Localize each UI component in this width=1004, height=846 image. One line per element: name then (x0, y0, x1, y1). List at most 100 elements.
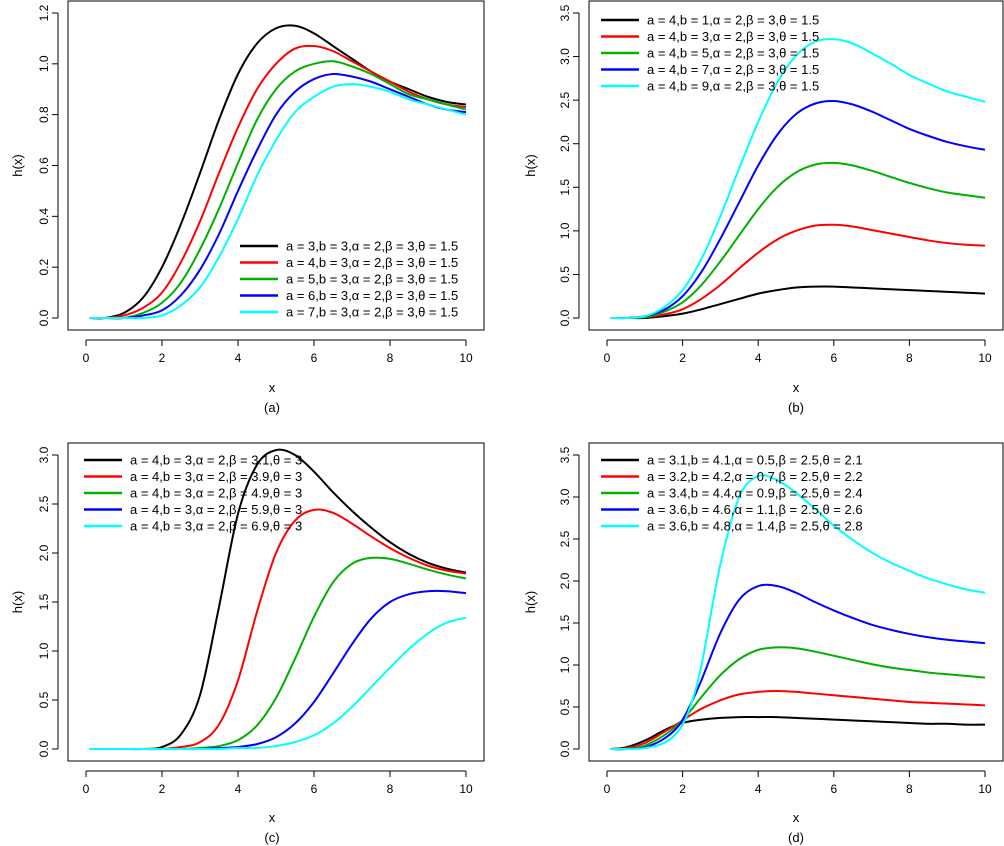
series-line-2 (89, 44, 467, 320)
legend-label: a = 3.2,b = 4.2,α = 0.7,β = 2.5,θ = 2.2 (647, 469, 863, 484)
legend-label: a = 6,b = 3,α = 2,β = 3,θ = 1.5 (286, 288, 458, 303)
legend-label: a = 4,b = 3,α = 2,β = 5.9,θ = 3 (130, 502, 302, 517)
series-line-2 (610, 223, 986, 320)
y-tick-label: 1.0 (37, 642, 51, 659)
series-line-1 (89, 24, 467, 320)
series-line-4 (89, 72, 467, 320)
y-tick-label: 0.4 (37, 208, 51, 225)
x-tick-label: 10 (459, 782, 473, 796)
series-line-5 (610, 38, 986, 320)
legend-label: a = 5,b = 3,α = 2,β = 3,θ = 1.5 (286, 272, 458, 287)
y-tick-label: 0.5 (37, 691, 51, 708)
panel-b: 0 2 4 6 8 10 0.0 0.5 1.0 1.5 2.0 2.5 3.0 3.5 x h(x) (b) a… (523, 0, 1004, 415)
panel-label: (c) (264, 830, 279, 845)
series-line-3 (610, 646, 986, 751)
panel-a: 0 2 4 6 8 10 0.0 0.2 0.4 0.6 0.8 1.0 1.2 x h(x) (a) a = … (10, 0, 485, 415)
y-tick-label: 3.0 (558, 48, 572, 65)
x-tick-label: 2 (159, 351, 166, 365)
series-line-4 (610, 99, 986, 320)
x-tick-label: 0 (604, 782, 611, 796)
y-tick-label: 2.0 (37, 544, 51, 561)
x-tick-label: 4 (755, 782, 762, 796)
series-line-1 (610, 285, 986, 320)
x-tick-label: 2 (679, 351, 686, 365)
series-line-5 (89, 83, 467, 320)
plot-frame (67, 442, 485, 762)
y-tick-label: 0.6 (37, 157, 51, 174)
legend-label: a = 3,b = 3,α = 2,β = 3,θ = 1.5 (286, 239, 458, 254)
legend-label: a = 3.1,b = 4.1,α = 0.5,β = 2.5,θ = 2.1 (647, 453, 863, 468)
y-tick-label: 1.0 (558, 222, 572, 239)
x-tick-label: 8 (387, 782, 394, 796)
y-tick-label: 2.5 (558, 91, 572, 108)
y-tick-label: 0.0 (37, 740, 51, 757)
y-tick-label: 0.8 (37, 106, 51, 123)
y-tick-label: 1.0 (37, 55, 51, 72)
y-tick-label: 1.5 (37, 593, 51, 610)
series-line-4 (89, 589, 467, 751)
y-tick-label: 0.2 (37, 259, 51, 276)
series-line-3 (89, 60, 467, 320)
x-axis-title: x (269, 380, 276, 395)
x-tick-label: 10 (459, 351, 473, 365)
x-axis-title: x (793, 380, 800, 395)
x-tick-label: 0 (83, 782, 90, 796)
legend-label: a = 4,b = 1,α = 2,β = 3,θ = 1.5 (647, 13, 819, 28)
legend-label: a = 4,b = 3,α = 2,β = 6.9,θ = 3 (130, 519, 302, 534)
y-tick-label: 3.5 (558, 446, 572, 463)
legend-label: a = 4,b = 3,α = 2,β = 3,θ = 1.5 (286, 255, 458, 270)
series-line-2 (610, 690, 986, 750)
y-tick-label: 1.0 (558, 656, 572, 673)
legend-label: a = 4,b = 5,α = 2,β = 3,θ = 1.5 (647, 46, 819, 61)
series-line-4 (610, 583, 986, 751)
legend: a = 4,b = 3,α = 2,β = 3.1,θ = 3a = 4,b =… (84, 453, 302, 534)
y-tick-label: 0.5 (558, 698, 572, 715)
legend-label: a = 4,b = 3,α = 2,β = 3,θ = 1.5 (647, 29, 819, 44)
series-line-2 (89, 508, 467, 751)
y-tick-label: 0.0 (558, 740, 572, 757)
y-tick-label: 1.5 (558, 179, 572, 196)
x-tick-label: 8 (906, 351, 913, 365)
y-tick-label: 3.5 (558, 4, 572, 21)
legend-label: a = 4,b = 3,α = 2,β = 4.9,θ = 3 (130, 486, 302, 501)
legend-label: a = 4,b = 9,α = 2,β = 3,θ = 1.5 (647, 79, 819, 94)
y-tick-label: 3.0 (558, 488, 572, 505)
x-tick-label: 4 (755, 351, 762, 365)
x-tick-label: 6 (311, 782, 318, 796)
x-tick-label: 6 (830, 351, 837, 365)
legend-label: a = 4,b = 3,α = 2,β = 3.1,θ = 3 (130, 453, 302, 468)
y-tick-label: 0.0 (37, 309, 51, 326)
series-line-3 (89, 556, 467, 751)
x-tick-label: 2 (679, 782, 686, 796)
y-tick-label: 1.5 (558, 614, 572, 631)
legend-label: a = 4,b = 7,α = 2,β = 3,θ = 1.5 (647, 62, 819, 77)
y-axis-title: h(x) (10, 154, 25, 176)
panel-label: (a) (264, 400, 280, 415)
y-axis-title: h(x) (523, 591, 538, 613)
legend: a = 3,b = 3,α = 2,β = 3,θ = 1.5a = 4,b =… (240, 239, 458, 320)
legend-label: a = 3.6,b = 4.6,α = 1.1,β = 2.5,θ = 2.6 (647, 502, 863, 517)
plot-frame (588, 0, 1004, 331)
x-tick-label: 4 (235, 351, 242, 365)
x-axis-title: x (269, 810, 276, 825)
x-tick-label: 0 (83, 351, 90, 365)
plot-frame (588, 442, 1004, 762)
panel-label: (b) (788, 400, 804, 415)
y-tick-label: 2.5 (37, 495, 51, 512)
x-tick-label: 8 (387, 351, 394, 365)
x-tick-label: 10 (978, 351, 992, 365)
legend-label: a = 3.4,b = 4.4,α = 0.9,β = 2.5,θ = 2.4 (647, 486, 863, 501)
legend: a = 3.1,b = 4.1,α = 0.5,β = 2.5,θ = 2.1a… (601, 453, 863, 534)
x-tick-label: 6 (830, 782, 837, 796)
y-tick-label: 2.5 (558, 530, 572, 547)
series-line-3 (610, 161, 986, 320)
legend: a = 4,b = 1,α = 2,β = 3,θ = 1.5a = 4,b =… (601, 13, 819, 94)
y-tick-label: 0.0 (558, 309, 572, 326)
x-tick-label: 8 (906, 782, 913, 796)
panel-c: 0 2 4 6 8 10 0.0 0.5 1.0 1.5 2.0 2.5 3.0 x h(x) (c) a = … (10, 442, 485, 845)
x-tick-label: 10 (978, 782, 992, 796)
x-tick-label: 0 (604, 351, 611, 365)
legend-label: a = 4,b = 3,α = 2,β = 3.9,θ = 3 (130, 469, 302, 484)
